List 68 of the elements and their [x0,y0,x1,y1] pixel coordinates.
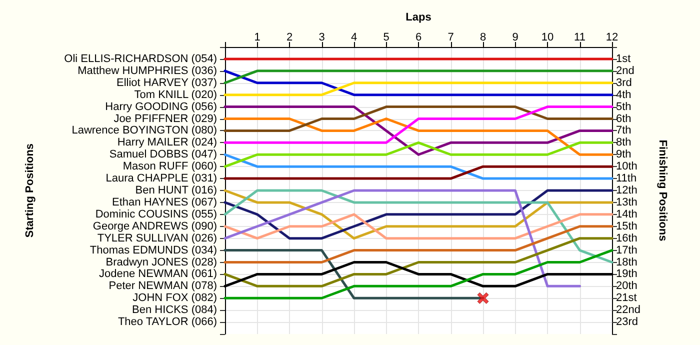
x-tick-label: 3 [318,32,325,44]
series-label: Samuel DOBBS (047) [109,148,217,161]
x-tick-label: 9 [512,32,518,44]
y-tick-label: 2nd [616,64,634,77]
y-tick-label: 7th [616,124,632,137]
x-tick-label: 7 [448,32,454,44]
line-series [224,249,614,300]
y-tick-label: 12th [616,184,638,196]
y-tick-label: 5th [616,100,632,113]
series-label: Elliot HARVEY (037) [116,76,217,89]
x-tick-label: 4 [350,32,358,44]
series-label: Oli ELLIS-RICHARDSON (054) [64,52,217,65]
series-label: Bradwyn JONES (028) [106,256,217,268]
y-tick-label: 23rd [616,316,638,328]
y-tick-label: 13th [616,196,638,208]
series-label: TYLER SULLIVAN (026) [97,232,217,244]
text: Starting Positions [24,143,36,238]
line-series [224,189,614,264]
y-tick-label: 22nd [616,304,640,316]
y-tick-label: 21st [616,292,637,304]
y-tick-label: 9th [616,148,632,161]
y-tick-label: 3rd [616,76,632,89]
y-tick-label: 14th [616,208,638,220]
series-label: Ethan HAYNES (067) [112,196,217,208]
y-tick-label: 4th [616,88,632,101]
series-label: Lawrence BOYINGTON (080) [72,124,217,137]
series-label: Dominic COUSINS (055) [95,208,217,220]
series-label: Joe PFIFFNER (029) [114,112,217,125]
y-tick-label: 20th [616,280,638,292]
text: Theo TAYLOR (066) [118,316,217,328]
y-tick-label: 19th [616,268,638,280]
y-tick-label: 17th [616,244,638,256]
y-tick-label: 18th [616,256,638,268]
series-label: Ben HUNT (016) [135,184,217,196]
series-label: Matthew HUMPHRIES (036) [78,64,217,77]
x-tick-label: 12 [606,32,618,44]
y-tick-label: 6th [616,112,632,125]
series-label: Harry MAILER (024) [117,136,217,149]
line-series [224,225,614,264]
series-label: Peter NEWMAN (078) [108,280,217,292]
line-series [224,189,614,240]
x-tick-label: 2 [286,32,293,44]
series-label: Laura CHAPPLE (031) [106,172,217,185]
series-label: Tom KNILL (020) [134,88,217,101]
y-tick-label: 16th [616,232,638,244]
line-series [224,189,581,288]
x-tick-label: 1 [254,32,260,44]
x-axis-title: Laps [406,12,432,24]
series-label: George ANDREWS (090) [92,220,217,232]
series-label: Mason RUFF (060) [122,160,217,173]
line-series [224,106,614,156]
series-label: Jodene NEWMAN (061) [99,268,217,280]
x-tick-label: 6 [415,32,422,44]
text: Ben HICKS (084) [132,304,217,316]
series-label: Thomas EDMUNDS (034) [90,244,217,256]
y-tick-label: 15th [616,220,638,232]
x-tick-label: 10 [541,32,554,44]
x-tick-label: 11 [574,32,586,44]
x-tick-label: 5 [383,32,390,44]
y-tick-label: 11th [616,172,637,185]
line-series [224,237,614,288]
y-tick-label: 10th [616,160,638,173]
series-label: JOHN FOX (082) [132,292,217,304]
x-tick-label: 8 [480,32,486,44]
series-label: Harry GOODING (056) [105,100,217,113]
y-tick-label: 8th [616,136,632,149]
y-tick-label: 1st [616,52,631,65]
y-axis-title: Finishing Positions [656,140,668,242]
